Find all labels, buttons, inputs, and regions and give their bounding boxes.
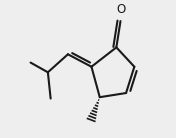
Text: O: O bbox=[116, 2, 125, 16]
